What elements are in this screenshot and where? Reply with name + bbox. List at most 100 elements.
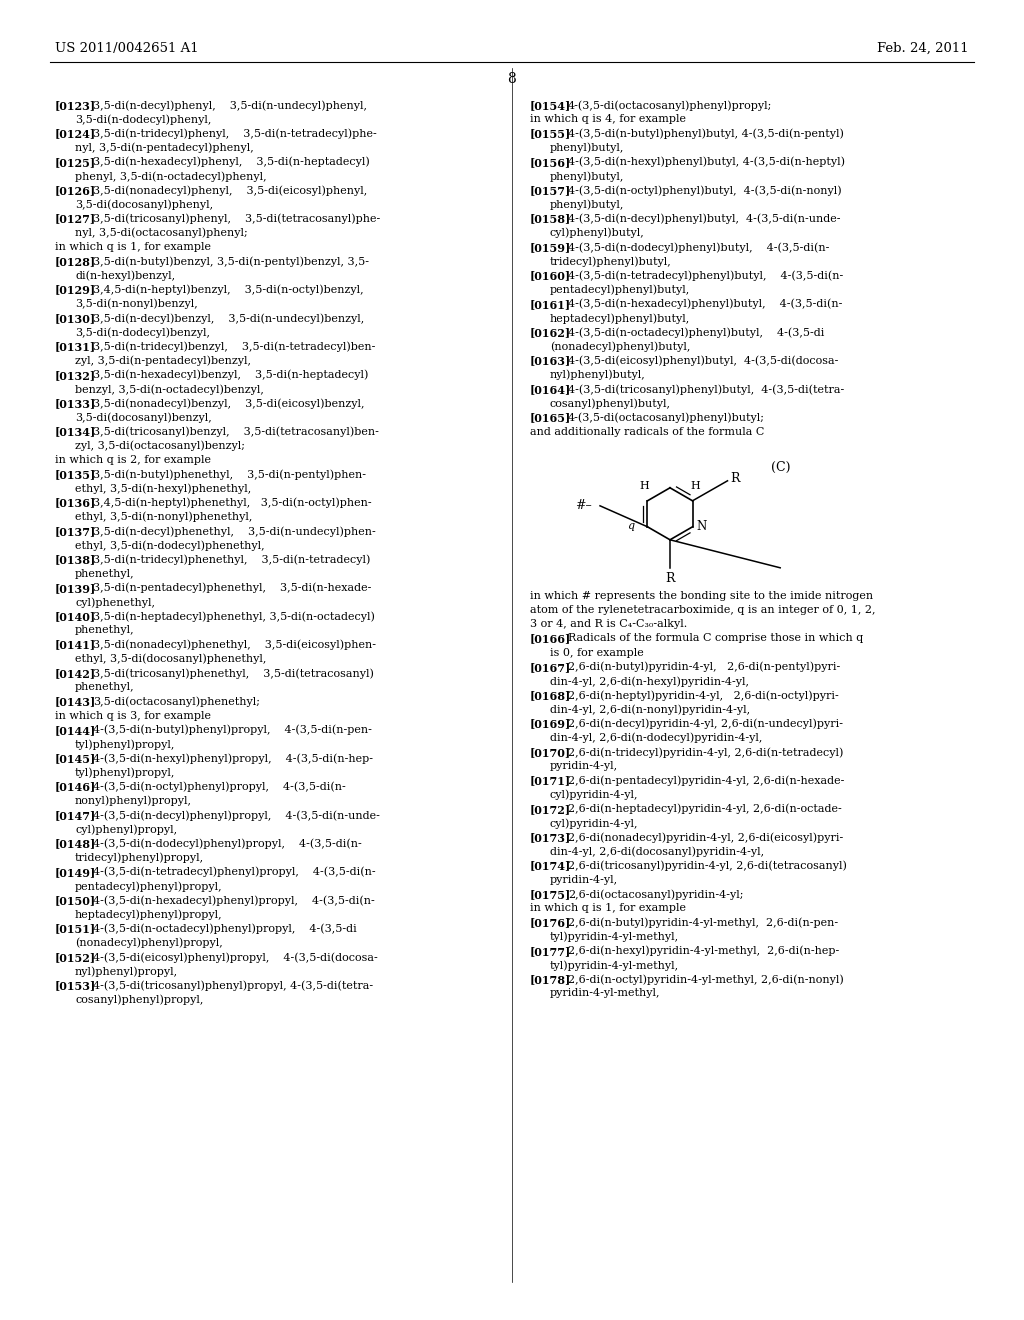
Text: pyridin-4-yl,: pyridin-4-yl,: [550, 762, 618, 771]
Text: 4-(3,5-di(octacosanyl)phenyl)propyl;: 4-(3,5-di(octacosanyl)phenyl)propyl;: [568, 100, 772, 111]
Text: 3,5-di(nonadecyl)benzyl,    3,5-di(eicosyl)benzyl,: 3,5-di(nonadecyl)benzyl, 3,5-di(eicosyl)…: [93, 399, 365, 409]
Text: [0161]: [0161]: [530, 298, 571, 310]
Text: heptadecyl)phenyl)butyl,: heptadecyl)phenyl)butyl,: [550, 313, 690, 323]
Text: [0127]: [0127]: [55, 214, 96, 224]
Text: din-4-yl, 2,6-di(docosanyl)pyridin-4-yl,: din-4-yl, 2,6-di(docosanyl)pyridin-4-yl,: [550, 846, 764, 857]
Text: heptadecyl)phenyl)propyl,: heptadecyl)phenyl)propyl,: [75, 909, 222, 920]
Text: in which q is 3, for example: in which q is 3, for example: [55, 710, 211, 721]
Text: [0163]: [0163]: [530, 355, 571, 367]
Text: [0146]: [0146]: [55, 781, 96, 792]
Text: 4-(3,5-di(eicosyl)phenyl)propyl,    4-(3,5-di(docosa-: 4-(3,5-di(eicosyl)phenyl)propyl, 4-(3,5-…: [93, 952, 378, 962]
Text: 2,6-di(n-butyl)pyridin-4-yl-methyl,  2,6-di(n-pen-: 2,6-di(n-butyl)pyridin-4-yl-methyl, 2,6-…: [568, 917, 838, 928]
Text: in which # represents the bonding site to the imide nitrogen: in which # represents the bonding site t…: [530, 591, 873, 601]
Text: [0128]: [0128]: [55, 256, 96, 267]
Text: Feb. 24, 2011: Feb. 24, 2011: [878, 42, 969, 55]
Text: [0166]: [0166]: [530, 634, 571, 644]
Text: phenethyl,: phenethyl,: [75, 682, 134, 692]
Text: [0145]: [0145]: [55, 754, 96, 764]
Text: 4-(3,5-di(n-dodecyl)phenyl)propyl,    4-(3,5-di(n-: 4-(3,5-di(n-dodecyl)phenyl)propyl, 4-(3,…: [93, 838, 361, 849]
Text: phenethyl,: phenethyl,: [75, 626, 134, 635]
Text: 2,6-di(n-hexyl)pyridin-4-yl-methyl,  2,6-di(n-hep-: 2,6-di(n-hexyl)pyridin-4-yl-methyl, 2,6-…: [568, 946, 840, 957]
Text: [0173]: [0173]: [530, 832, 571, 843]
Text: [0167]: [0167]: [530, 661, 571, 673]
Text: 3,5-di(tricosanyl)benzyl,    3,5-di(tetracosanyl)ben-: 3,5-di(tricosanyl)benzyl, 3,5-di(tetraco…: [93, 426, 379, 437]
Text: [0162]: [0162]: [530, 327, 571, 338]
Text: [0174]: [0174]: [530, 861, 571, 871]
Text: 4-(3,5-di(n-hexyl)phenyl)butyl, 4-(3,5-di(n-heptyl): 4-(3,5-di(n-hexyl)phenyl)butyl, 4-(3,5-d…: [568, 157, 845, 168]
Text: nyl)phenyl)propyl,: nyl)phenyl)propyl,: [75, 966, 178, 977]
Text: 3,5-di(tricosanyl)phenethyl,    3,5-di(tetracosanyl): 3,5-di(tricosanyl)phenethyl, 3,5-di(tetr…: [93, 668, 374, 678]
Text: US 2011/0042651 A1: US 2011/0042651 A1: [55, 42, 199, 55]
Text: pentadecyl)phenyl)butyl,: pentadecyl)phenyl)butyl,: [550, 285, 690, 296]
Text: is 0, for example: is 0, for example: [550, 648, 644, 657]
Text: 3,4,5-di(n-heptyl)phenethyl,   3,5-di(n-octyl)phen-: 3,4,5-di(n-heptyl)phenethyl, 3,5-di(n-oc…: [93, 498, 372, 508]
Text: 2,6-di(n-butyl)pyridin-4-yl,   2,6-di(n-pentyl)pyri-: 2,6-di(n-butyl)pyridin-4-yl, 2,6-di(n-pe…: [568, 661, 841, 672]
Text: phenyl)butyl,: phenyl)butyl,: [550, 199, 625, 210]
Text: [0144]: [0144]: [55, 725, 96, 735]
Text: [0177]: [0177]: [530, 946, 571, 957]
Text: R: R: [666, 572, 675, 585]
Text: tridecyl)phenyl)propyl,: tridecyl)phenyl)propyl,: [75, 853, 204, 863]
Text: [0154]: [0154]: [530, 100, 571, 111]
Text: 3,5-di(n-butyl)benzyl, 3,5-di(n-pentyl)benzyl, 3,5-: 3,5-di(n-butyl)benzyl, 3,5-di(n-pentyl)b…: [93, 256, 369, 267]
Text: 3,4,5-di(n-heptyl)benzyl,    3,5-di(n-octyl)benzyl,: 3,4,5-di(n-heptyl)benzyl, 3,5-di(n-octyl…: [93, 285, 364, 296]
Text: 2,6-di(n-pentadecyl)pyridin-4-yl, 2,6-di(n-hexade-: 2,6-di(n-pentadecyl)pyridin-4-yl, 2,6-di…: [568, 775, 845, 785]
Text: 4-(3,5-di(n-hexyl)phenyl)propyl,    4-(3,5-di(n-hep-: 4-(3,5-di(n-hexyl)phenyl)propyl, 4-(3,5-…: [93, 754, 373, 764]
Text: 4-(3,5-di(octacosanyl)phenyl)butyl;: 4-(3,5-di(octacosanyl)phenyl)butyl;: [568, 412, 765, 422]
Text: nonyl)phenyl)propyl,: nonyl)phenyl)propyl,: [75, 796, 193, 807]
Text: 3,5-di(n-nonyl)benzyl,: 3,5-di(n-nonyl)benzyl,: [75, 298, 198, 309]
Text: din-4-yl, 2,6-di(n-nonyl)pyridin-4-yl,: din-4-yl, 2,6-di(n-nonyl)pyridin-4-yl,: [550, 705, 751, 715]
Text: nyl, 3,5-di(octacosanyl)phenyl;: nyl, 3,5-di(octacosanyl)phenyl;: [75, 228, 248, 239]
Text: Radicals of the formula C comprise those in which q: Radicals of the formula C comprise those…: [568, 634, 863, 643]
Text: [0126]: [0126]: [55, 185, 96, 197]
Text: [0134]: [0134]: [55, 426, 96, 438]
Text: [0124]: [0124]: [55, 128, 96, 140]
Text: pentadecyl)phenyl)propyl,: pentadecyl)phenyl)propyl,: [75, 880, 222, 891]
Text: 3,5-di(n-hexadecyl)benzyl,    3,5-di(n-heptadecyl): 3,5-di(n-hexadecyl)benzyl, 3,5-di(n-hept…: [93, 370, 369, 380]
Text: cosanyl)phenyl)propyl,: cosanyl)phenyl)propyl,: [75, 994, 204, 1005]
Text: [0149]: [0149]: [55, 867, 96, 878]
Text: 4-(3,5-di(n-hexadecyl)phenyl)propyl,    4-(3,5-di(n-: 4-(3,5-di(n-hexadecyl)phenyl)propyl, 4-(…: [93, 895, 375, 906]
Text: q: q: [627, 521, 634, 532]
Text: 3,5-di(n-decyl)phenethyl,    3,5-di(n-undecyl)phen-: 3,5-di(n-decyl)phenethyl, 3,5-di(n-undec…: [93, 525, 376, 536]
Text: 3,5-di(n-heptadecyl)phenethyl, 3,5-di(n-octadecyl): 3,5-di(n-heptadecyl)phenethyl, 3,5-di(n-…: [93, 611, 375, 622]
Text: cyl)phenyl)butyl,: cyl)phenyl)butyl,: [550, 228, 645, 239]
Text: [0137]: [0137]: [55, 525, 96, 537]
Text: 2,6-di(n-decyl)pyridin-4-yl, 2,6-di(n-undecyl)pyri-: 2,6-di(n-decyl)pyridin-4-yl, 2,6-di(n-un…: [568, 718, 843, 729]
Text: cyl)pyridin-4-yl,: cyl)pyridin-4-yl,: [550, 818, 639, 829]
Text: 8: 8: [508, 73, 516, 86]
Text: in which q is 1, for example: in which q is 1, for example: [530, 903, 686, 913]
Text: [0141]: [0141]: [55, 640, 96, 651]
Text: [0142]: [0142]: [55, 668, 96, 678]
Text: #–: #–: [575, 499, 592, 512]
Text: 3,5-di(n-tridecyl)phenyl,    3,5-di(n-tetradecyl)phe-: 3,5-di(n-tridecyl)phenyl, 3,5-di(n-tetra…: [93, 128, 377, 139]
Text: 3,5-di(n-pentadecyl)phenethyl,    3,5-di(n-hexade-: 3,5-di(n-pentadecyl)phenethyl, 3,5-di(n-…: [93, 583, 372, 594]
Text: din-4-yl, 2,6-di(n-hexyl)pyridin-4-yl,: din-4-yl, 2,6-di(n-hexyl)pyridin-4-yl,: [550, 676, 749, 686]
Text: ethyl, 3,5-di(docosanyl)phenethyl,: ethyl, 3,5-di(docosanyl)phenethyl,: [75, 653, 266, 664]
Text: [0172]: [0172]: [530, 804, 571, 814]
Text: cyl)phenethyl,: cyl)phenethyl,: [75, 597, 155, 607]
Text: ethyl, 3,5-di(n-nonyl)phenethyl,: ethyl, 3,5-di(n-nonyl)phenethyl,: [75, 512, 252, 523]
Text: 2,6-di(n-heptadecyl)pyridin-4-yl, 2,6-di(n-octade-: 2,6-di(n-heptadecyl)pyridin-4-yl, 2,6-di…: [568, 804, 842, 814]
Text: pyridin-4-yl-methyl,: pyridin-4-yl-methyl,: [550, 989, 660, 998]
Text: cyl)pyridin-4-yl,: cyl)pyridin-4-yl,: [550, 789, 639, 800]
Text: [0133]: [0133]: [55, 399, 96, 409]
Text: [0129]: [0129]: [55, 285, 96, 296]
Text: 3,5-di(n-tridecyl)phenethyl,    3,5-di(n-tetradecyl): 3,5-di(n-tridecyl)phenethyl, 3,5-di(n-te…: [93, 554, 371, 565]
Text: [0158]: [0158]: [530, 214, 571, 224]
Text: ethyl, 3,5-di(n-hexyl)phenethyl,: ethyl, 3,5-di(n-hexyl)phenethyl,: [75, 483, 251, 494]
Text: tyl)phenyl)propyl,: tyl)phenyl)propyl,: [75, 767, 175, 777]
Text: [0176]: [0176]: [530, 917, 571, 928]
Text: 3,5-di(n-butyl)phenethyl,    3,5-di(n-pentyl)phen-: 3,5-di(n-butyl)phenethyl, 3,5-di(n-penty…: [93, 469, 366, 479]
Text: [0131]: [0131]: [55, 342, 96, 352]
Text: phenyl)butyl,: phenyl)butyl,: [550, 143, 625, 153]
Text: 4-(3,5-di(n-octadecyl)phenyl)propyl,    4-(3,5-di: 4-(3,5-di(n-octadecyl)phenyl)propyl, 4-(…: [93, 924, 356, 935]
Text: (nonadecyl)phenyl)butyl,: (nonadecyl)phenyl)butyl,: [550, 342, 690, 352]
Text: [0123]: [0123]: [55, 100, 96, 111]
Text: [0125]: [0125]: [55, 157, 96, 168]
Text: [0130]: [0130]: [55, 313, 96, 323]
Text: 3,5-di(n-dodecyl)phenyl,: 3,5-di(n-dodecyl)phenyl,: [75, 115, 211, 125]
Text: 4-(3,5-di(tricosanyl)phenyl)propyl, 4-(3,5-di(tetra-: 4-(3,5-di(tricosanyl)phenyl)propyl, 4-(3…: [93, 981, 373, 991]
Text: 4-(3,5-di(n-butyl)phenyl)butyl, 4-(3,5-di(n-pentyl): 4-(3,5-di(n-butyl)phenyl)butyl, 4-(3,5-d…: [568, 128, 844, 139]
Text: 4-(3,5-di(n-decyl)phenyl)propyl,    4-(3,5-di(n-unde-: 4-(3,5-di(n-decyl)phenyl)propyl, 4-(3,5-…: [93, 810, 380, 821]
